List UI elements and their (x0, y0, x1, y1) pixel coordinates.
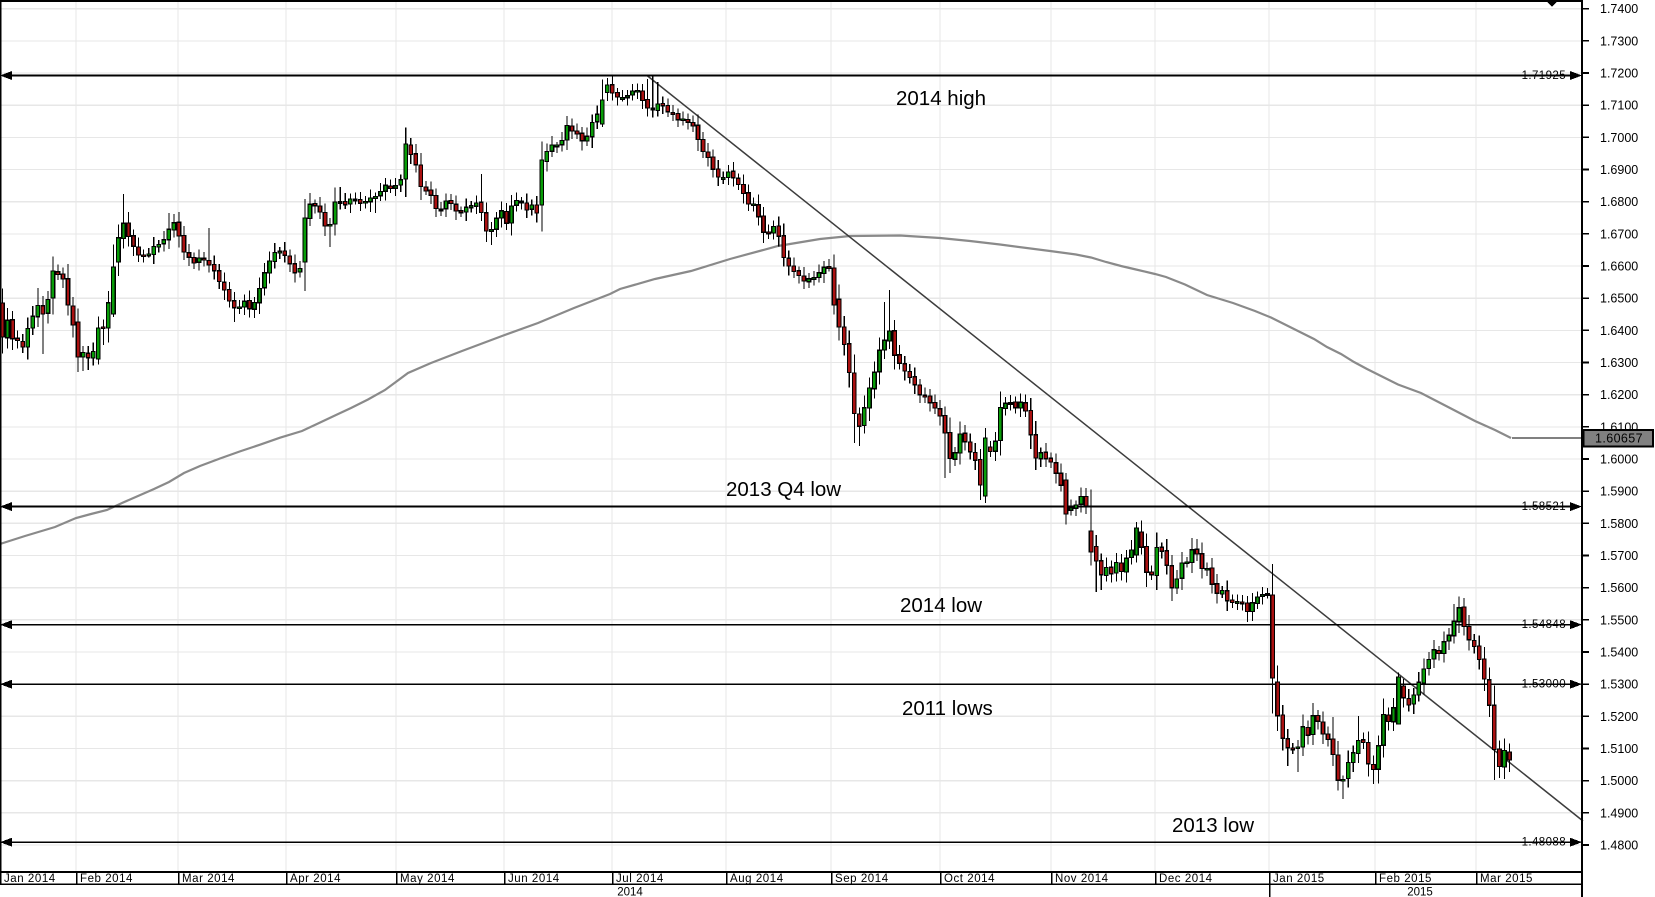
svg-text:1.5300: 1.5300 (1600, 678, 1638, 692)
svg-text:Feb 2014: Feb 2014 (80, 873, 133, 885)
svg-text:Mar 2015: Mar 2015 (1480, 873, 1533, 885)
svg-text:1.6800: 1.6800 (1600, 195, 1638, 209)
svg-text:1.6200: 1.6200 (1600, 388, 1638, 402)
svg-text:Jan 2015: Jan 2015 (1273, 873, 1325, 885)
svg-text:Nov 2014: Nov 2014 (1055, 873, 1109, 885)
svg-text:2011 lows: 2011 lows (902, 697, 993, 720)
svg-text:1.5600: 1.5600 (1600, 581, 1638, 595)
svg-text:1.6400: 1.6400 (1600, 324, 1638, 338)
svg-text:Mar 2014: Mar 2014 (182, 873, 235, 885)
svg-text:Apr 2014: Apr 2014 (290, 873, 341, 885)
svg-text:1.5200: 1.5200 (1600, 710, 1638, 724)
svg-text:1.5500: 1.5500 (1600, 613, 1638, 627)
svg-text:1.6900: 1.6900 (1600, 163, 1638, 177)
svg-text:Feb 2015: Feb 2015 (1379, 873, 1432, 885)
svg-text:2013 Q4 low: 2013 Q4 low (726, 478, 841, 501)
svg-text:1.7300: 1.7300 (1600, 34, 1638, 48)
svg-text:1.7400: 1.7400 (1600, 2, 1638, 16)
svg-text:1.5000: 1.5000 (1600, 774, 1638, 788)
svg-text:1.53000: 1.53000 (1522, 679, 1566, 691)
svg-text:Dec 2014: Dec 2014 (1159, 873, 1213, 885)
svg-text:1.6300: 1.6300 (1600, 356, 1638, 370)
svg-text:1.5900: 1.5900 (1600, 485, 1638, 499)
svg-text:Jan 2014: Jan 2014 (4, 873, 56, 885)
svg-text:1.48088: 1.48088 (1522, 837, 1566, 849)
svg-text:1.5800: 1.5800 (1600, 517, 1638, 531)
svg-text:Aug 2014: Aug 2014 (730, 873, 784, 885)
svg-text:1.60657: 1.60657 (1595, 432, 1643, 446)
svg-text:1.7200: 1.7200 (1600, 67, 1638, 81)
svg-text:1.6500: 1.6500 (1600, 292, 1638, 306)
svg-text:1.7100: 1.7100 (1600, 99, 1638, 113)
svg-text:1.6600: 1.6600 (1600, 260, 1638, 274)
svg-text:1.5100: 1.5100 (1600, 742, 1638, 756)
svg-text:1.4900: 1.4900 (1600, 806, 1638, 820)
svg-text:Jun 2014: Jun 2014 (508, 873, 560, 885)
svg-text:1.5700: 1.5700 (1600, 549, 1638, 563)
svg-text:Oct 2014: Oct 2014 (944, 873, 995, 885)
svg-text:Jul 2014: Jul 2014 (616, 873, 664, 885)
svg-text:1.6000: 1.6000 (1600, 453, 1638, 467)
svg-text:2014 low: 2014 low (900, 594, 982, 617)
svg-text:1.54848: 1.54848 (1522, 619, 1566, 631)
svg-text:1.7000: 1.7000 (1600, 131, 1638, 145)
svg-text:2014: 2014 (617, 887, 643, 897)
svg-text:2015: 2015 (1407, 887, 1433, 897)
svg-text:1.58521: 1.58521 (1522, 501, 1566, 513)
svg-text:2013 low: 2013 low (1172, 814, 1254, 837)
svg-text:Sep 2014: Sep 2014 (835, 873, 889, 885)
svg-text:1.4800: 1.4800 (1600, 839, 1638, 853)
svg-text:1.5400: 1.5400 (1600, 646, 1638, 660)
svg-text:2014 high: 2014 high (896, 87, 986, 110)
svg-text:1.6700: 1.6700 (1600, 227, 1638, 241)
svg-text:1.71925: 1.71925 (1522, 70, 1566, 82)
svg-text:May 2014: May 2014 (400, 873, 455, 885)
